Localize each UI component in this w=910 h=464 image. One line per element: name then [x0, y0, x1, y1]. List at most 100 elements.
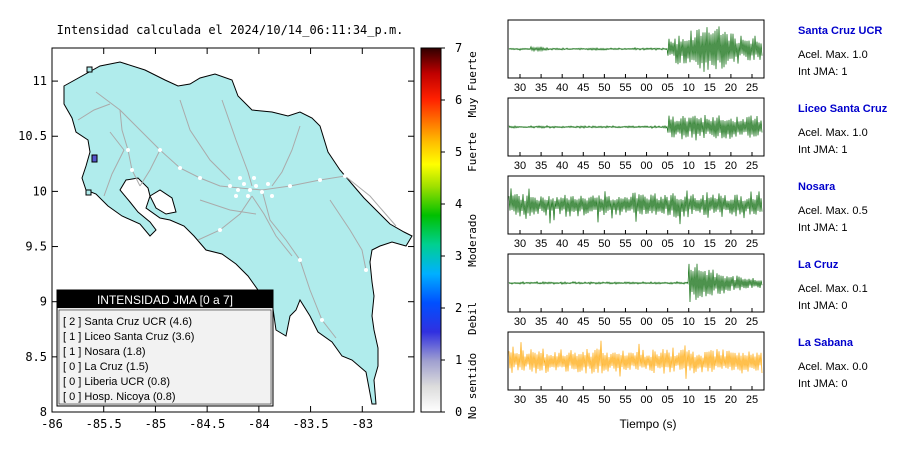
intensity-legend: INTENSIDAD JMA [0 a 7] [ 2 ] Santa Cruz …	[56, 289, 274, 407]
x-tick-label: -83	[351, 417, 373, 431]
legend-item: [ 0 ] Liberia UCR (0.8)	[63, 376, 170, 388]
trace-x-tick-label: 10	[683, 160, 695, 172]
trace-x-tick-label: 35	[535, 160, 547, 172]
land-shape	[63, 61, 413, 405]
trace-x-tick-label: 30	[514, 316, 526, 328]
station-accel: Acel. Max. 0.5	[798, 205, 868, 217]
waveform-chart: 30 35 40 45 50 55 00 05 10 15 20 25 Santa Cruz UCR Ac…	[507, 19, 888, 431]
station-trace-0: 30 35 40 45 50 55 00 05 10 15 20 25 Santa Cruz UCR Ac…	[507, 19, 882, 94]
waveform-line	[508, 188, 763, 225]
trace-x-tick-label: 05	[662, 160, 674, 172]
map-y-axis: 11 10.5 10 9.5 9 8.5 8	[18, 74, 414, 419]
colorbar-label: No sentido	[466, 353, 479, 419]
station-jma: Int JMA: 1	[798, 66, 848, 78]
waveform-line	[508, 26, 763, 72]
road-network	[77, 91, 397, 339]
station-jma: Int JMA: 1	[798, 144, 848, 156]
trace-x-tick-label: 35	[535, 82, 547, 94]
trace-x-tick-label: 15	[704, 394, 716, 406]
station-name: Nosara	[798, 181, 836, 193]
y-tick-label: 11	[33, 74, 47, 88]
costa-rica-landmass	[63, 61, 413, 405]
legend-item: [ 0 ] La Cruz (1.5)	[63, 361, 149, 373]
colorbar-tick-label: 4	[455, 197, 462, 211]
trace-x-tick-label: 25	[746, 394, 758, 406]
town-markers	[126, 148, 368, 322]
trace-x-tick-label: 50	[598, 82, 610, 94]
colorbar-label: Muy Fuerte	[466, 51, 479, 117]
station-trace-2: 30 35 40 45 50 55 00 05 10 15 20 25 Nosara Acel. Max.…	[507, 175, 868, 250]
trace-x-tick-label: 45	[577, 316, 589, 328]
station-name: La Sabana	[798, 337, 854, 349]
waveform-panel: 30 35 40 45 50 55 00 05 10 15 20 25 Santa Cruz UCR Ac…	[500, 0, 910, 460]
station-santa-cruz-ucr	[91, 154, 98, 163]
y-tick-label: 10	[33, 184, 47, 198]
station-jma: Int JMA: 1	[798, 222, 848, 234]
station-nosara	[85, 189, 92, 196]
trace-x-tick-label: 00	[640, 316, 652, 328]
trace-x-tick-label: 20	[725, 238, 737, 250]
legend-title: INTENSIDAD JMA [0 a 7]	[97, 293, 233, 307]
colorbar-tick-label: 7	[455, 41, 462, 55]
trace-x-tick-label: 25	[746, 238, 758, 250]
x-tick-label: -84	[248, 417, 270, 431]
trace-x-tick-label: 05	[662, 394, 674, 406]
trace-x-tick-label: 10	[683, 238, 695, 250]
colorbar-labels: Muy Fuerte Fuerte Moderado Debil No sentido	[466, 51, 479, 419]
x-tick-label: -84.5	[189, 417, 225, 431]
station-jma: Int JMA: 0	[798, 300, 848, 312]
station-accel: Acel. Max. 0.0	[798, 361, 868, 373]
trace-x-tick-label: 45	[577, 238, 589, 250]
trace-x-tick-label: 40	[556, 82, 568, 94]
waveform-line	[508, 340, 763, 379]
trace-x-tick-label: 50	[598, 160, 610, 172]
trace-x-tick-label: 55	[619, 82, 631, 94]
colorbar-tick-label: 6	[455, 93, 462, 107]
trace-x-tick-label: 10	[683, 82, 695, 94]
trace-x-tick-label: 55	[619, 394, 631, 406]
trace-x-tick-label: 25	[746, 316, 758, 328]
trace-x-tick-label: 15	[704, 238, 716, 250]
station-name: Santa Cruz UCR	[798, 25, 882, 37]
trace-x-tick-label: 05	[662, 82, 674, 94]
waveform-line	[508, 114, 763, 141]
trace-x-tick-label: 55	[619, 238, 631, 250]
station-accel: Acel. Max. 1.0	[798, 127, 868, 139]
colorbar-label: Debil	[466, 302, 479, 335]
waveform-line	[508, 263, 763, 303]
trace-x-tick-label: 40	[556, 394, 568, 406]
trace-x-tick-label: 15	[704, 316, 716, 328]
map-x-axis: -86 -85.5 -85 -84.5 -84 -83.5 -83	[41, 48, 373, 431]
station-trace-4: 30 35 40 45 50 55 00 05 10 15 20 25 La Sabana Acel. M…	[507, 331, 868, 406]
station-trace-1: 30 35 40 45 50 55 00 05 10 15 20 25 Liceo Santa Cruz…	[507, 97, 888, 172]
trace-x-tick-label: 00	[640, 238, 652, 250]
colorbar	[420, 47, 442, 413]
trace-x-tick-label: 00	[640, 82, 652, 94]
y-tick-label: 8.5	[25, 350, 47, 364]
colorbar-tick-label: 2	[455, 301, 462, 315]
trace-x-tick-label: 30	[514, 82, 526, 94]
colorbar-tick-label: 0	[455, 405, 462, 419]
x-tick-label: -85	[145, 417, 167, 431]
colorbar-tick-label: 5	[455, 145, 462, 159]
trace-x-tick-label: 15	[704, 82, 716, 94]
trace-x-tick-label: 15	[704, 160, 716, 172]
trace-x-tick-label: 45	[577, 394, 589, 406]
station-name: La Cruz	[798, 259, 839, 271]
colorbar-label: Moderado	[466, 214, 479, 267]
station-name: Liceo Santa Cruz	[798, 103, 888, 115]
trace-x-tick-label: 35	[535, 316, 547, 328]
gulf-nicoya	[149, 189, 177, 215]
trace-x-tick-label: 50	[598, 394, 610, 406]
station-trace-3: 30 35 40 45 50 55 00 05 10 15 20 25 La Cruz Acel. Max…	[507, 253, 868, 328]
intensity-map-panel: Intensidad calculada el 2024/10/14_06:11…	[18, 23, 479, 431]
map-title: Intensidad calculada el 2024/10/14_06:11…	[57, 23, 404, 37]
trace-x-tick-label: 55	[619, 316, 631, 328]
y-tick-label: 9.5	[25, 240, 47, 254]
trace-x-tick-label: 50	[598, 316, 610, 328]
trace-x-tick-label: 00	[640, 394, 652, 406]
x-tick-label: -85.5	[86, 417, 122, 431]
x-tick-label: -83.5	[293, 417, 329, 431]
x-axis-label: Tiempo (s)	[620, 417, 677, 431]
trace-x-tick-label: 35	[535, 238, 547, 250]
